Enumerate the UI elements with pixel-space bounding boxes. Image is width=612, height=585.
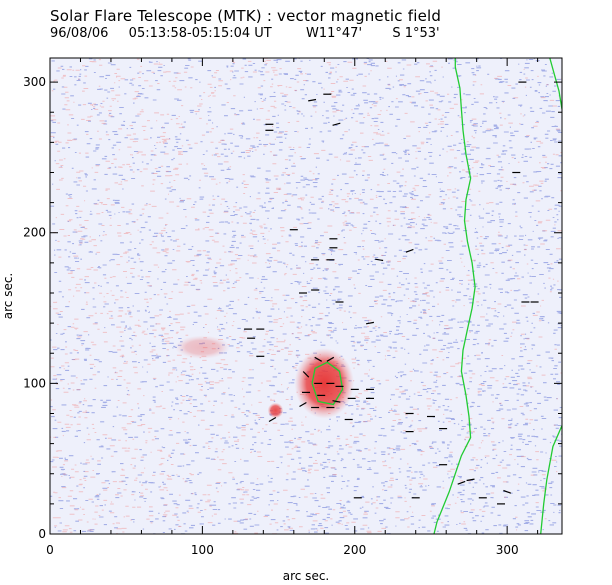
transverse-vector xyxy=(466,478,475,482)
x-axis-title: arc sec. xyxy=(283,569,329,583)
sunspot-small xyxy=(267,402,284,419)
observation-date: 96/08/06 xyxy=(50,26,109,41)
y-tick-label: 100 xyxy=(23,376,46,390)
neutral-lines xyxy=(311,58,562,534)
sunspot-main xyxy=(294,348,354,419)
neutral-loop-sunspot xyxy=(311,361,344,406)
negative-polarity-texture xyxy=(50,58,562,534)
neutral-line-right xyxy=(540,425,562,534)
plot-frame xyxy=(49,57,563,535)
transverse-vector xyxy=(332,122,341,126)
transverse-vector xyxy=(365,321,375,325)
transverse-vector xyxy=(405,248,414,253)
transverse-vector xyxy=(503,489,512,494)
plage-weak xyxy=(174,335,231,359)
observation-time: 05:13:58-05:15:04 UT xyxy=(128,26,272,41)
y-tick-label: 300 xyxy=(23,75,46,89)
transverse-vector xyxy=(332,400,341,403)
transverse-field-vectors xyxy=(244,81,539,505)
transverse-vector xyxy=(268,416,277,423)
transverse-vector xyxy=(375,258,384,262)
polarity-regions xyxy=(174,335,354,419)
y-tick-label: 0 xyxy=(38,527,46,541)
x-tick-label: 0 xyxy=(46,543,54,557)
transverse-vector xyxy=(326,356,335,362)
axes: 0 100 200 300 0 100 200 300 xyxy=(23,58,562,557)
neutral-line-left xyxy=(433,58,476,534)
x-tick-label: 100 xyxy=(191,543,214,557)
x-tick-label: 300 xyxy=(496,543,519,557)
x-tick-label: 200 xyxy=(343,543,366,557)
magnetogram-field xyxy=(50,58,562,534)
y-axis-title: arc sec. xyxy=(1,273,15,319)
transverse-vector xyxy=(308,98,317,102)
heliographic-longitude: W11°47' xyxy=(306,26,363,41)
chart-title: Solar Flare Telescope (MTK) : vector mag… xyxy=(50,7,442,25)
observation-info: 96/08/06 05:13:58-05:15:04 UT W11°47' S … xyxy=(50,27,440,41)
transverse-vector xyxy=(299,401,307,408)
transverse-vector xyxy=(457,480,466,485)
transverse-vector xyxy=(314,356,322,362)
heliographic-latitude: S 1°53' xyxy=(392,26,440,41)
neutral-line-right-top xyxy=(549,58,562,110)
y-tick-label: 200 xyxy=(23,226,46,240)
transverse-vector xyxy=(302,371,310,378)
